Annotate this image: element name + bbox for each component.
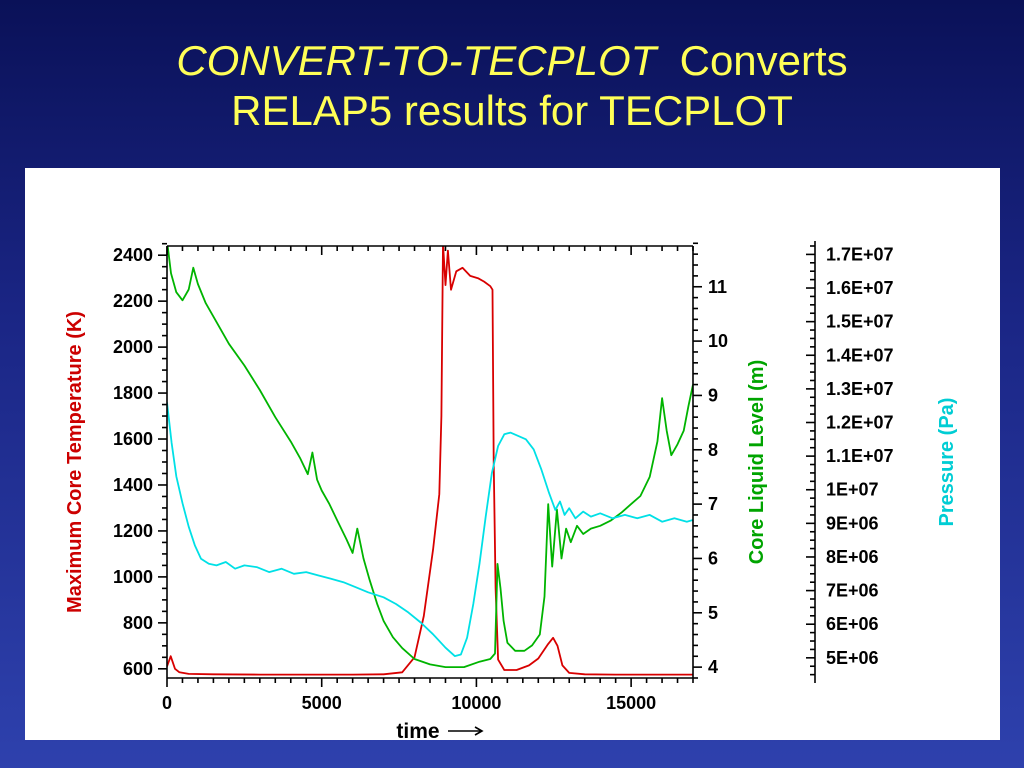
level-tick-label: 11 — [708, 277, 727, 297]
pressure-tick-label: 1.5E+07 — [826, 312, 894, 332]
temperature-axis-title: Maximum Core Temperature (K) — [64, 311, 86, 613]
temperature-tick-label: 2000 — [113, 337, 153, 357]
pressure-tick-label: 1.6E+07 — [826, 278, 894, 298]
temperature-tick-label: 1200 — [113, 521, 153, 541]
level-axis-title: Core Liquid Level (m) — [746, 360, 768, 564]
temperature-tick-label: 600 — [123, 659, 153, 679]
pressure-tick-label: 1.7E+07 — [826, 244, 894, 264]
pressure-tick-label: 7E+06 — [826, 581, 879, 601]
temperature-tick-label: 2200 — [113, 291, 153, 311]
slide-title: CONVERT-TO-TECPLOT Converts RELAP5 resul… — [0, 36, 1024, 136]
level-tick-label: 10 — [708, 331, 728, 351]
pressure-tick-label: 1.4E+07 — [826, 345, 894, 365]
x-tick-label: 0 — [162, 693, 172, 713]
temperature-tick-label: 1000 — [113, 567, 153, 587]
pressure-tick-label: 1.3E+07 — [826, 379, 894, 399]
pressure-tick-label: 1E+07 — [826, 480, 879, 500]
pressure-tick-label: 6E+06 — [826, 614, 879, 634]
chart-panel: 0 5000 10000 15000 600 800 1000 1200 1400 1600 180… — [25, 168, 1000, 743]
axes — [158, 241, 816, 736]
x-tick-label: 5000 — [302, 693, 342, 713]
time-arrow-icon — [474, 726, 484, 736]
level-tick-label: 9 — [708, 385, 718, 405]
temperature-tick-label: 1400 — [113, 475, 153, 495]
temperature-tick-label: 1600 — [113, 429, 153, 449]
pressure-tick-label: 5E+06 — [826, 648, 879, 668]
temperature-tick-label: 2400 — [113, 245, 153, 265]
level-tick-label: 7 — [708, 494, 718, 514]
title-line1-regular: Converts — [656, 37, 848, 84]
level-tick-label: 8 — [708, 440, 718, 460]
series-level-line — [167, 246, 693, 669]
pressure-axis-title: Pressure (Pa) — [936, 398, 958, 527]
x-axis-title: time — [396, 720, 439, 740]
level-tick-label: 5 — [708, 603, 718, 623]
relap5-results-chart: 0 5000 10000 15000 600 800 1000 1200 1400 1600 180… — [64, 241, 958, 743]
temperature-tick-label: 800 — [123, 613, 153, 633]
x-tick-label: 10000 — [451, 693, 501, 713]
pressure-tick-label: 1.2E+07 — [826, 412, 894, 432]
series-temperature-line — [167, 246, 693, 676]
pressure-tick-label: 1.1E+07 — [826, 446, 894, 466]
level-tick-label: 6 — [708, 548, 718, 568]
x-tick-label: 15000 — [606, 693, 656, 713]
title-line-2: RELAP5 results for TECPLOT — [231, 87, 793, 134]
pressure-tick-label: 8E+06 — [826, 547, 879, 567]
series-pressure-line — [167, 402, 693, 658]
pressure-tick-label: 9E+06 — [826, 513, 879, 533]
axis-labels: 0 5000 10000 15000 600 800 1000 1200 1400 1600 180… — [64, 244, 958, 743]
title-line1-italic: CONVERT-TO-TECPLOT — [176, 37, 657, 84]
level-tick-label: 4 — [708, 657, 718, 677]
temperature-tick-label: 1800 — [113, 383, 153, 403]
title-line-1: CONVERT-TO-TECPLOT Converts — [0, 36, 1024, 86]
